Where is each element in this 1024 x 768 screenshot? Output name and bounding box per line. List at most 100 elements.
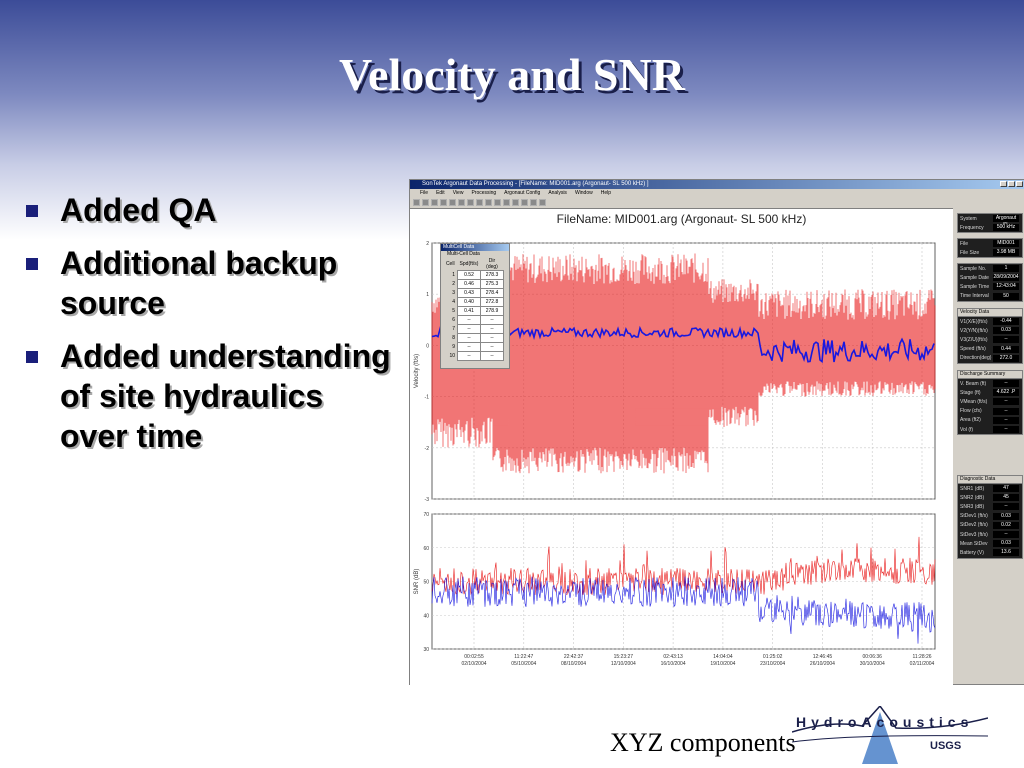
grid-icon[interactable]	[512, 198, 519, 206]
maximize-icon[interactable]	[1008, 181, 1015, 187]
settings-icon[interactable]	[530, 198, 537, 206]
logo-usgs: USGS	[930, 740, 962, 752]
cell-direction: --	[480, 351, 504, 361]
x-tick-time: 02:43:13	[663, 654, 683, 660]
cell-number: 1	[452, 272, 455, 278]
cell-speed: --	[457, 342, 481, 352]
x-tick-date: 16/10/2004	[661, 661, 686, 667]
menu-analysis[interactable]: Analysis	[548, 190, 567, 196]
panel-row-value: --	[993, 380, 1019, 388]
x-tick-date: 26/10/2004	[810, 661, 835, 667]
table-icon[interactable]	[521, 198, 528, 206]
panel-row-label: Sample Time	[960, 283, 990, 290]
open-icon[interactable]	[413, 198, 420, 206]
panel-row: SNR2 (dB) 45	[958, 493, 1022, 503]
panel-row-value: Argonaut SL	[993, 215, 1019, 228]
export-icon[interactable]	[440, 198, 447, 206]
snr-tick-label: 40	[423, 613, 429, 619]
panel-row-value: 1	[993, 265, 1019, 273]
table-row: 6 -- --	[443, 315, 504, 325]
footer-text: XYZ components	[610, 728, 796, 757]
panel-row: Speed (ft/s) 0.44	[958, 344, 1022, 354]
panel-row-value: 0.44	[993, 345, 1019, 353]
filter-icon[interactable]	[503, 198, 510, 206]
plot-area[interactable]: 2 1 0 -1 -2 -3 70 60 50 40 30 00:02:55 02/10/2004 11:…	[410, 208, 953, 685]
panel-row-label: V3(Z/U)(ft/s)	[960, 336, 988, 343]
menu-edit[interactable]: Edit	[436, 190, 445, 196]
cell-direction: 278.9	[480, 306, 504, 316]
cell-direction: 272.8	[480, 297, 504, 307]
panel-row-label: File	[960, 240, 969, 247]
menu-processing[interactable]: Processing	[471, 190, 497, 196]
print-icon[interactable]	[431, 198, 438, 206]
panel-row: V3(Z/U)(ft/s) --	[958, 335, 1022, 345]
info-panel: System Argonaut SL Frequency 500 kHz File MID…	[957, 213, 1023, 679]
panel-row-value: -0.44	[993, 318, 1019, 326]
window-titlebar[interactable]: SonTek Argonaut Data Processing - [FileN…	[410, 180, 1024, 189]
panel-row-value: 12:43:04	[993, 283, 1019, 291]
panel-row: Direction(deg) 272.0	[958, 353, 1022, 363]
panel-row-value: 0.03	[993, 327, 1019, 335]
menu-window[interactable]: Window	[574, 190, 593, 196]
bullet-list: Added QA Additional backup source Added …	[24, 190, 394, 469]
panel-row-label: StDev1 (ft/s)	[960, 513, 988, 520]
panel-group-diagnostic: Diagnostic Data SNR1 (dB) 47 SNR2 (dB) 45 SNR…	[957, 475, 1023, 559]
panel-row-label: Flow (cfs)	[960, 408, 982, 415]
table-row: 3 0.43 278.4	[443, 288, 504, 298]
cell-number: 7	[452, 326, 455, 332]
panel-group-header: Discharge Summary	[958, 371, 1022, 379]
panel-row-label: SNR3 (dB)	[960, 503, 985, 510]
panel-row: Mean StDev 0.03	[958, 539, 1022, 549]
bullet-text: Additional backup source	[60, 245, 338, 321]
panel-row: System Argonaut SL	[958, 214, 1022, 228]
panel-row: Flow (cfs) --	[958, 406, 1022, 416]
snr-tick-label: 70	[423, 512, 429, 518]
x-tick-time: 12:46:45	[813, 654, 833, 660]
zoom-out-icon[interactable]	[494, 198, 501, 206]
panel-row-value: 47	[993, 485, 1019, 493]
save-icon[interactable]	[422, 198, 429, 206]
multicell-window[interactable]: MultiCell Data Multi-Cell Data Cell Spd(…	[440, 243, 510, 369]
bullet-item: Added understanding of site hydraulics o…	[24, 336, 394, 456]
panel-row: Vol (f) --	[958, 424, 1022, 435]
x-tick-date: 12/10/2004	[611, 661, 636, 667]
cell-speed: 0.40	[457, 297, 481, 307]
cell-direction: 278.3	[480, 270, 504, 280]
cell-speed: 0.43	[457, 288, 481, 298]
chart-icon[interactable]	[449, 198, 456, 206]
panel-row: Time Interval 50	[958, 291, 1022, 301]
menu-argonaut-config[interactable]: Argonaut Config	[504, 190, 541, 196]
chart-icon[interactable]	[467, 198, 474, 206]
velocity-tick-label: 2	[426, 241, 429, 247]
panel-group-file: File MID001 File Size 3.98 MB	[957, 238, 1023, 259]
cell-number: 4	[452, 299, 455, 305]
col-header-speed: Spd(ft/s)	[459, 261, 479, 267]
menu-file[interactable]: File	[420, 190, 429, 196]
cell-number: 3	[452, 290, 455, 296]
help-icon[interactable]	[539, 198, 546, 206]
panel-row-label: Sample No.	[960, 265, 987, 272]
x-tick-time: 14:04:04	[713, 654, 733, 660]
velocity-tick-label: -2	[425, 446, 430, 452]
panel-group-discharge: Discharge Summary V. Beam (ft) -- Stage (ft…	[957, 370, 1023, 436]
cell-number: 9	[452, 344, 455, 350]
minimize-icon[interactable]	[1000, 181, 1007, 187]
velocity-tick-label: -1	[425, 395, 430, 401]
panel-group-velocity: Velocity Data V1(X/E)(ft/s) -0.44 V2(Y/N)(f…	[957, 308, 1023, 364]
menu-help[interactable]: Help	[600, 190, 612, 196]
zoom-in-icon[interactable]	[485, 198, 492, 206]
cell-direction: --	[480, 342, 504, 352]
panel-row-label: File Size	[960, 249, 980, 256]
chart-icon[interactable]	[476, 198, 483, 206]
chart-icon[interactable]	[458, 198, 465, 206]
menu-view[interactable]: View	[452, 190, 464, 196]
x-tick-time: 11:22:47	[514, 654, 533, 660]
panel-row-value: --	[993, 398, 1019, 406]
snr-series-2	[431, 576, 936, 644]
panel-row-label: Area (ft2)	[960, 417, 981, 424]
cell-number: 5	[452, 308, 455, 314]
panel-row-label: Speed (ft/s)	[960, 346, 986, 353]
col-header-cell: Cell	[445, 261, 455, 268]
close-icon[interactable]	[1016, 181, 1023, 187]
window-title: SonTek Argonaut Data Processing - [FileN…	[422, 181, 649, 187]
